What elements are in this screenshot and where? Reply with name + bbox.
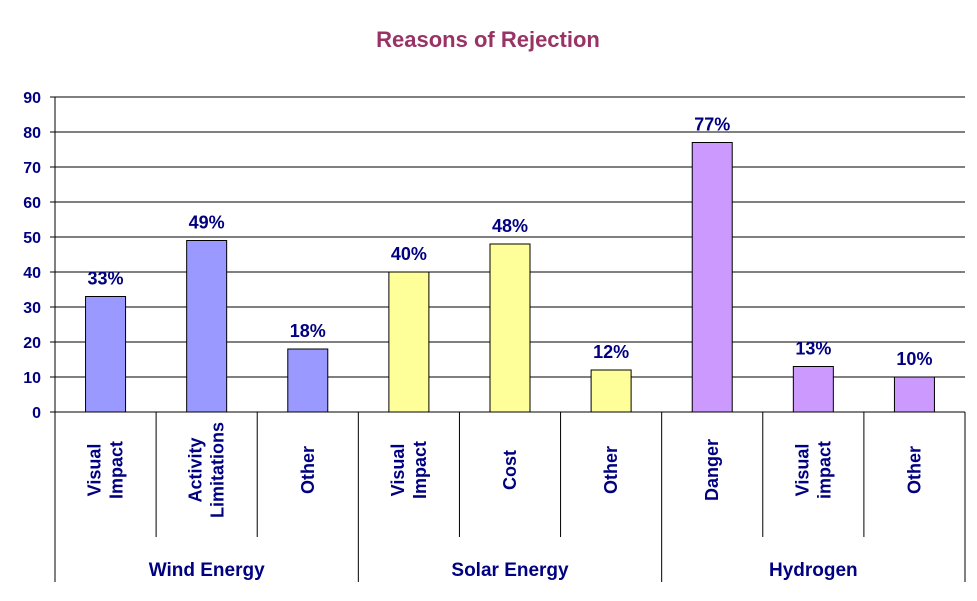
category-label-line: Impact	[107, 441, 127, 499]
x-axis-group-labels: Wind Energy Solar Energy Hydrogen	[149, 560, 858, 581]
x-axis-category-labels: Visual Impact Activity Limitations Other Visu…	[85, 422, 925, 518]
bar	[590, 369, 632, 413]
category-label-line: Impact	[410, 441, 430, 499]
data-label: 33%	[88, 269, 124, 289]
category-label-line: Other	[298, 446, 318, 494]
category-label-line: Danger	[702, 439, 722, 501]
y-tick-label: 40	[23, 265, 41, 282]
data-label: 49%	[189, 213, 225, 233]
y-tick-label: 70	[23, 160, 41, 177]
category-label-line: Activity	[186, 437, 206, 502]
data-labels: 33% 49% 18% 40% 48% 12% 77% 13% 10%	[88, 115, 933, 370]
data-label: 48%	[492, 216, 528, 236]
group-label: Wind Energy	[149, 560, 265, 581]
y-tick-label: 10	[23, 370, 41, 387]
y-tick-label: 0	[32, 405, 41, 422]
category-label-line: Other	[601, 446, 621, 494]
category-label: Visual Impact	[388, 441, 430, 499]
bar	[388, 271, 430, 413]
category-label-line: Visual	[85, 444, 105, 497]
bar	[792, 366, 834, 413]
category-label: Danger	[702, 439, 722, 501]
bar	[287, 348, 329, 413]
data-label: 10%	[896, 349, 932, 369]
y-tick-label: 90	[23, 90, 41, 107]
bars	[85, 142, 935, 413]
category-label: Visual impact	[792, 441, 834, 499]
bar	[186, 240, 228, 413]
category-label: Other	[601, 446, 621, 494]
category-label: Visual Impact	[85, 441, 127, 499]
axes	[54, 97, 966, 582]
category-label-line: impact	[814, 441, 834, 499]
bar	[489, 243, 531, 413]
bar	[893, 376, 935, 413]
category-label: Activity Limitations	[186, 422, 228, 518]
category-label: Other	[904, 446, 924, 494]
y-tick-label: 50	[23, 230, 41, 247]
category-label-line: Visual	[388, 444, 408, 497]
category-label: Other	[298, 446, 318, 494]
category-label-line: Limitations	[208, 422, 228, 518]
category-label: Cost	[500, 450, 520, 490]
data-label: 13%	[795, 339, 831, 359]
data-label: 12%	[593, 342, 629, 362]
data-label: 18%	[290, 321, 326, 341]
y-axis-ticks: 0 10 20 30 40 50 60 70 80 90	[23, 90, 55, 422]
category-label-line: Cost	[500, 450, 520, 490]
category-label-line: Other	[904, 446, 924, 494]
bar	[85, 296, 127, 413]
data-label: 77%	[694, 115, 730, 135]
y-tick-label: 20	[23, 335, 41, 352]
data-label: 40%	[391, 244, 427, 264]
group-label: Hydrogen	[769, 560, 858, 581]
y-tick-label: 30	[23, 300, 41, 317]
bar	[691, 142, 733, 413]
group-label: Solar Energy	[451, 560, 569, 581]
y-tick-label: 60	[23, 195, 41, 212]
y-tick-label: 80	[23, 125, 41, 142]
chart-title: Reasons of Rejection	[376, 27, 600, 52]
category-label-line: Visual	[792, 444, 812, 497]
